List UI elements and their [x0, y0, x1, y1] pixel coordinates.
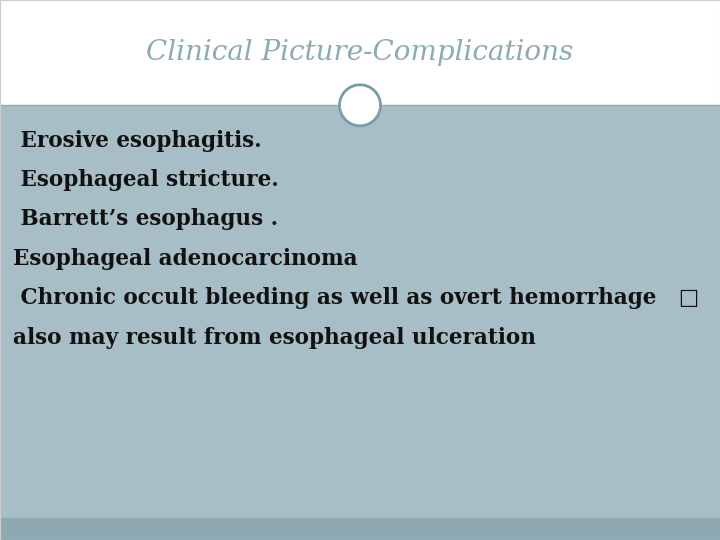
Ellipse shape	[340, 85, 380, 126]
Text: also may result from esophageal ulceration: also may result from esophageal ulcerati…	[13, 327, 536, 349]
Bar	[0, 518, 720, 540]
Text: Chronic occult bleeding as well as overt hemorrhage   □: Chronic occult bleeding as well as overt…	[13, 287, 699, 309]
Text: Esophageal adenocarcinoma: Esophageal adenocarcinoma	[13, 248, 358, 270]
Text: Barrett’s esophagus .: Barrett’s esophagus .	[13, 208, 278, 231]
Text: Clinical Picture-Complications: Clinical Picture-Complications	[146, 39, 574, 66]
Text: Erosive esophagitis.: Erosive esophagitis.	[13, 130, 261, 152]
Bar	[0, 0, 720, 105]
Text: Esophageal stricture.: Esophageal stricture.	[13, 169, 279, 191]
Bar	[0, 105, 720, 518]
